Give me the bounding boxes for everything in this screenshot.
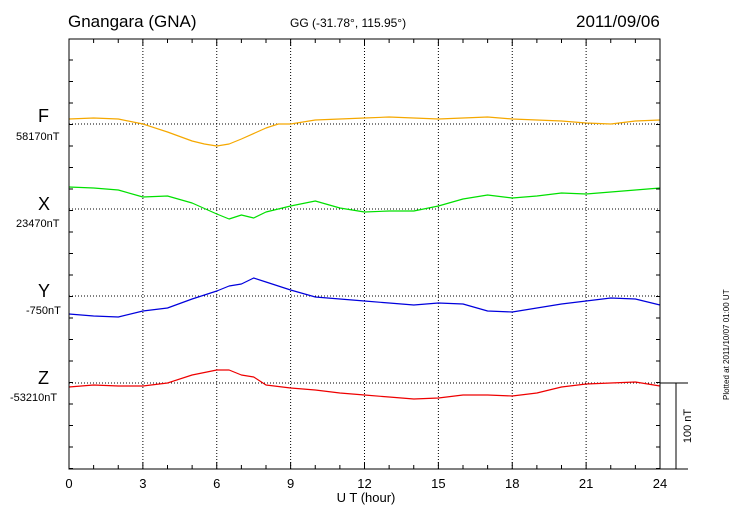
x-tick-label-15: 15 xyxy=(431,476,445,491)
baseline-label-x: 23470nT xyxy=(16,218,60,230)
date-label: 2011/09/06 xyxy=(576,12,660,31)
x-tick-label-21: 21 xyxy=(579,476,593,491)
series-line-y xyxy=(68,277,661,318)
scale-bar: 100 nT xyxy=(660,382,694,470)
baseline-label-z: -53210nT xyxy=(10,392,58,404)
x-tick-label-3: 3 xyxy=(139,476,146,491)
station-title: Gnangara (GNA) xyxy=(68,12,197,31)
x-tick-label-0: 0 xyxy=(65,476,72,491)
baseline-label-y: -750nT xyxy=(26,305,61,317)
x-tick-label-12: 12 xyxy=(357,476,371,491)
series-line-z xyxy=(68,369,661,400)
baselines xyxy=(69,123,660,384)
channel-label-f: F xyxy=(38,106,49,126)
baseline-label-f: 58170nT xyxy=(16,131,60,143)
series-lines xyxy=(68,116,661,400)
x-axis-ticks: 0 3 6 9 12 15 18 21 24 xyxy=(65,39,667,491)
grid-lines xyxy=(142,39,587,469)
channel-label-x: X xyxy=(38,194,51,214)
series-line-x xyxy=(68,186,661,220)
x-tick-label-18: 18 xyxy=(505,476,519,491)
x-tick-label-6: 6 xyxy=(213,476,220,491)
scale-bar-label: 100 nT xyxy=(682,409,694,444)
x-axis-title: U T (hour) xyxy=(337,490,396,505)
x-tick-label-9: 9 xyxy=(287,476,294,491)
x-tick-label-24: 24 xyxy=(653,476,667,491)
plot-frame xyxy=(68,38,661,470)
channel-label-z: Z xyxy=(38,368,49,388)
channel-label-y: Y xyxy=(38,281,51,301)
series-line-f xyxy=(68,116,661,147)
coordinates-label: GG (-31.78°, 115.95°) xyxy=(290,16,407,30)
